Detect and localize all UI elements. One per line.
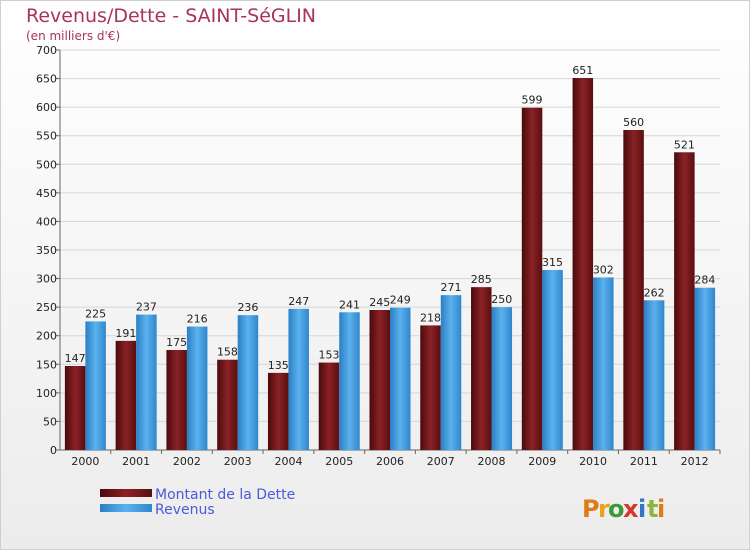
bar-revenus [491, 307, 513, 450]
label-revenus: 302 [593, 263, 614, 276]
x-tick-label: 2003 [224, 455, 252, 468]
label-dette: 135 [268, 359, 289, 372]
label-dette: 285 [471, 273, 492, 286]
y-tick-label: 200 [36, 330, 57, 343]
bar-dette [369, 310, 390, 450]
label-revenus: 225 [85, 307, 106, 320]
bar-revenus [593, 277, 614, 450]
y-tick-label: 650 [36, 73, 57, 86]
legend: Montant de la Dette Revenus [100, 487, 295, 518]
legend-label-revenus: Revenus [155, 502, 215, 518]
x-tick-label: 2008 [478, 455, 506, 468]
label-dette: 158 [217, 346, 238, 359]
logo-letter: r [598, 495, 610, 523]
x-tick-label: 2001 [122, 455, 150, 468]
x-tick-label: 2005 [325, 455, 353, 468]
y-tick-label: 100 [36, 387, 57, 400]
label-dette: 651 [572, 64, 593, 77]
chart-subtitle: (en milliers d'€) [26, 29, 120, 43]
bar-revenus [694, 287, 716, 450]
logo-letter: i [657, 495, 665, 523]
bar-revenus [643, 300, 665, 450]
label-dette: 147 [65, 352, 86, 365]
x-tick-label: 2006 [376, 455, 404, 468]
chart-title: Revenus/Dette - SAINT-SéGLIN [26, 5, 316, 27]
y-tick-label: 50 [43, 415, 57, 428]
legend-swatch-revenus [100, 504, 152, 512]
bar-dette [420, 325, 441, 450]
logo-letter: P [582, 495, 600, 523]
bar-revenus [542, 270, 563, 450]
x-tick-label: 2011 [630, 455, 658, 468]
label-dette: 175 [166, 336, 187, 349]
bar-dette [115, 340, 137, 450]
legend-swatch-dette [100, 489, 152, 497]
logo-letter: o [608, 495, 625, 523]
bar-dette [217, 359, 238, 450]
y-tick-label: 150 [36, 358, 57, 371]
bar-revenus [85, 321, 106, 450]
label-dette: 191 [115, 327, 136, 340]
bar-dette [318, 362, 340, 450]
y-tick-label: 500 [36, 158, 57, 171]
label-revenus: 250 [491, 293, 512, 306]
y-tick-label: 700 [36, 44, 57, 57]
label-dette: 521 [674, 138, 695, 151]
bar-revenus [237, 315, 259, 450]
logo-letter: t [647, 495, 658, 523]
x-tick-label: 2010 [579, 455, 607, 468]
label-dette: 560 [623, 116, 644, 129]
label-revenus: 262 [644, 286, 665, 299]
y-tick-label: 350 [36, 244, 57, 257]
logo-letter: i [638, 495, 646, 523]
bar-dette [64, 366, 86, 450]
bar-revenus [339, 312, 360, 450]
x-tick-label: 2012 [681, 455, 709, 468]
x-tick-label: 2007 [427, 455, 455, 468]
label-revenus: 216 [187, 313, 208, 326]
bar-dette [521, 107, 543, 450]
label-revenus: 237 [136, 301, 157, 314]
label-revenus: 236 [237, 301, 258, 314]
label-revenus: 271 [441, 281, 462, 294]
label-revenus: 249 [390, 294, 411, 307]
bar-dette [471, 287, 492, 450]
x-tick-label: 2004 [274, 455, 302, 468]
label-revenus: 284 [694, 274, 715, 287]
label-dette: 153 [318, 349, 339, 362]
y-tick-label: 250 [36, 301, 57, 314]
bar-revenus [440, 295, 462, 450]
bar-revenus [186, 326, 208, 450]
x-tick-label: 2002 [173, 455, 201, 468]
y-tick-label: 0 [50, 444, 57, 457]
bar-dette [623, 130, 644, 450]
bar-dette [674, 152, 695, 451]
label-revenus: 315 [542, 256, 563, 269]
bar-revenus [288, 308, 309, 450]
bar-revenus [136, 314, 157, 450]
bar-dette [267, 372, 289, 450]
label-dette: 218 [420, 311, 441, 324]
y-tick-label: 600 [36, 101, 57, 114]
bar-dette [572, 78, 594, 450]
y-tick-label: 550 [36, 130, 57, 143]
label-revenus: 247 [288, 295, 309, 308]
bar-revenus [390, 307, 411, 450]
y-tick-label: 300 [36, 273, 57, 286]
x-axis: 2000 2001 2002 2003 2004 2005 2006 2007 2008 2009… [71, 450, 721, 468]
x-tick-label: 2009 [528, 455, 556, 468]
label-revenus: 241 [339, 298, 360, 311]
label-dette: 599 [522, 94, 543, 107]
y-tick-label: 400 [36, 215, 57, 228]
bar-dette [166, 350, 187, 450]
x-tick-label: 2000 [71, 455, 99, 468]
bars [64, 78, 716, 451]
label-dette: 245 [369, 296, 390, 309]
y-tick-label: 450 [36, 187, 57, 200]
legend-label-dette: Montant de la Dette [155, 487, 295, 503]
logo-letter: x [623, 495, 639, 523]
